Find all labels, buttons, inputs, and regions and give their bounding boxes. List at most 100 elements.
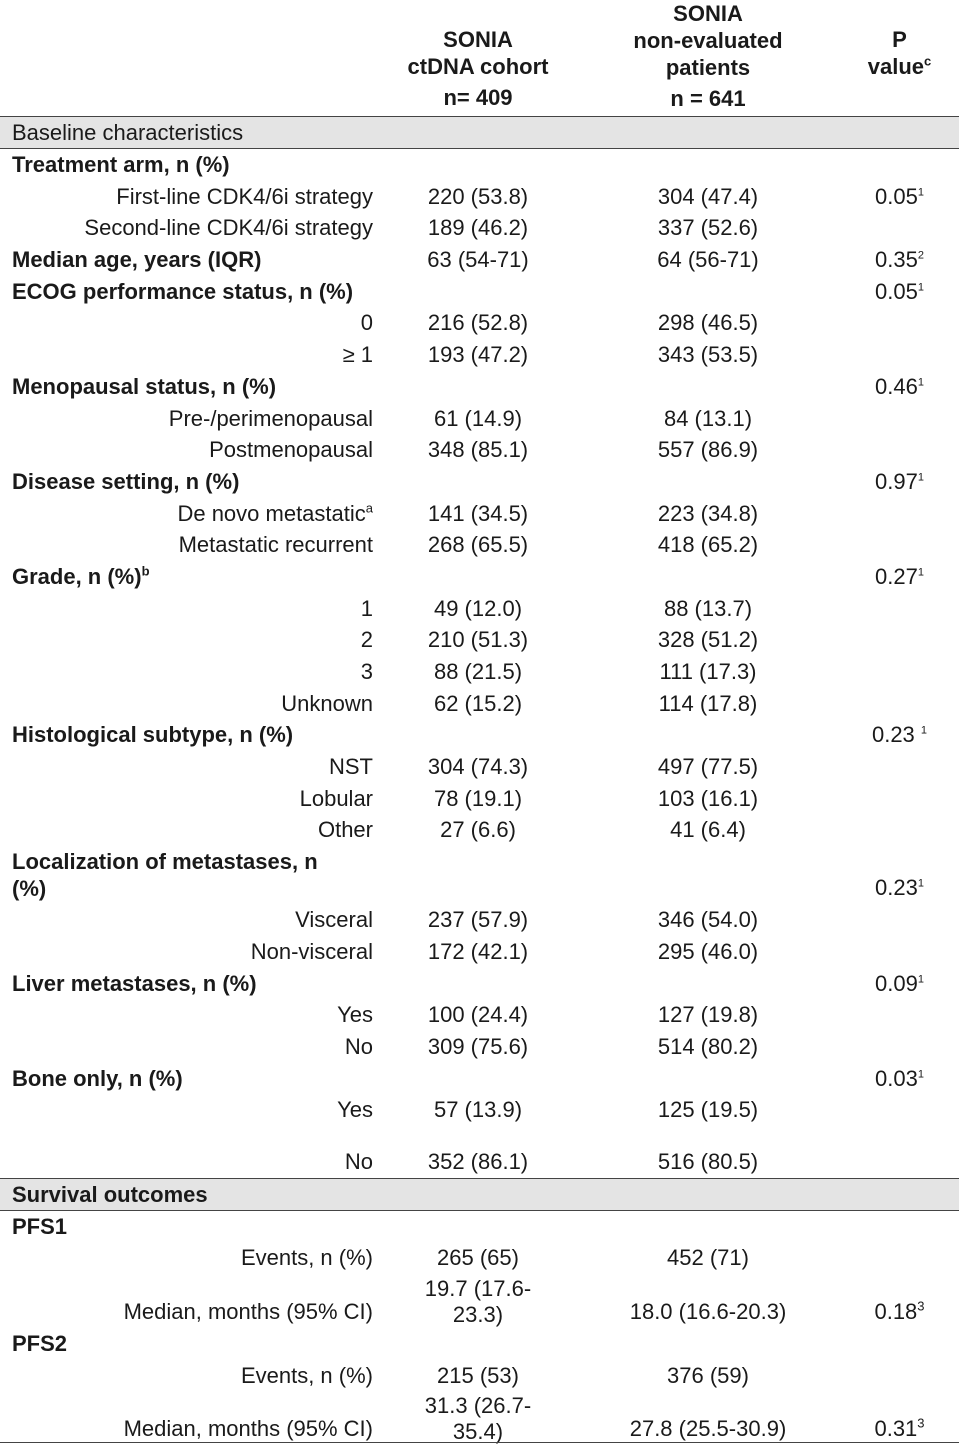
table-row: Non-visceral 172 (42.1) 295 (46.0) bbox=[0, 936, 959, 968]
table-row: Median, months (95% CI) 31.3 (26.7- 35.4… bbox=[0, 1391, 959, 1445]
table-row: Yes 100 (24.4) 127 (19.8) bbox=[0, 999, 959, 1031]
row-category: Bone only, n (%) bbox=[12, 1065, 183, 1091]
header-non-evaluated: SONIA non-evaluated patients n = 641 bbox=[633, 1, 783, 111]
ctdna-value: 189 (46.2) bbox=[427, 215, 529, 241]
non-evaluated-value: 18.0 (16.6-20.3) bbox=[629, 1299, 787, 1324]
non-evaluated-value: 111 (17.3) bbox=[659, 659, 757, 684]
row-label: No bbox=[344, 1148, 373, 1174]
p-value: 0.183 bbox=[874, 1298, 925, 1324]
ctdna-value: 220 (53.8) bbox=[427, 183, 529, 209]
ctdna-value: 304 (74.3) bbox=[427, 754, 529, 780]
row-label: Second-line CDK4/6i strategy bbox=[84, 215, 373, 241]
row-label: Metastatic recurrent bbox=[178, 532, 373, 558]
non-evaluated-value: 346 (54.0) bbox=[657, 907, 759, 933]
row-label: Other bbox=[317, 817, 373, 843]
table-row: ECOG performance status, n (%) 0.051 bbox=[0, 276, 959, 308]
non-evaluated-value: 452 (71) bbox=[667, 1245, 749, 1271]
p-value: 0.091 bbox=[875, 970, 924, 996]
non-evaluated-value: 304 (47.4) bbox=[657, 183, 759, 209]
baseline-rows: Treatment arm, n (%) First-line CDK4/6i s… bbox=[0, 149, 959, 846]
p-value: 0.352 bbox=[875, 247, 924, 273]
row-label: 1 bbox=[360, 595, 373, 621]
p-value: 0.971 bbox=[875, 468, 924, 494]
ctdna-value: 61 (14.9) bbox=[433, 405, 523, 431]
non-evaluated-value: 418 (65.2) bbox=[657, 532, 759, 558]
ctdna-value: 141 (34.5) bbox=[427, 500, 529, 526]
non-evaluated-value: 41 (6.4) bbox=[670, 817, 746, 843]
row-gap bbox=[0, 1126, 959, 1146]
table-row: Localization of metastases, n (%) 0.231 bbox=[0, 846, 959, 904]
ctdna-value: 216 (52.8) bbox=[427, 310, 529, 336]
row-category: PFS1 bbox=[12, 1213, 68, 1239]
row-category: Treatment arm, n (%) bbox=[12, 152, 230, 177]
p-value: 0.051 bbox=[875, 278, 924, 304]
table-row: Visceral 237 (57.9) 346 (54.0) bbox=[0, 904, 959, 936]
row-label: Visceral bbox=[295, 907, 373, 933]
row-category: Liver metastases, n (%) bbox=[12, 970, 257, 996]
row-label: Pre-/perimenopausal bbox=[168, 405, 373, 431]
table-row: NST 304 (74.3) 497 (77.5) bbox=[0, 751, 959, 783]
table-row: First-line CDK4/6i strategy 220 (53.8) 304… bbox=[0, 181, 959, 213]
table-row: Bone only, n (%) 0.031 bbox=[0, 1063, 959, 1095]
ctdna-value: 78 (19.1) bbox=[433, 785, 523, 811]
row-category: Localization of metastases, n (%) bbox=[12, 849, 318, 902]
p-value: 0.231 bbox=[875, 875, 924, 901]
row-label: Events, n (%) bbox=[240, 1362, 373, 1388]
ctdna-value: 215 (53) bbox=[437, 1362, 519, 1388]
table-row: Events, n (%) 265 (65) 452 (71) bbox=[0, 1242, 959, 1274]
table-row: 1 49 (12.0) 88 (13.7) bbox=[0, 593, 959, 625]
non-evaluated-value: 84 (13.1) bbox=[663, 405, 753, 431]
row-category: Disease setting, n (%) bbox=[12, 468, 240, 494]
ctdna-value: 57 (13.9) bbox=[433, 1097, 523, 1123]
ctdna-value: 27 (6.6) bbox=[440, 817, 516, 843]
row-category: ECOG performance status, n (%) bbox=[12, 278, 354, 304]
non-evaluated-value: 557 (86.9) bbox=[657, 437, 759, 463]
ctdna-value: 210 (51.3) bbox=[427, 627, 529, 653]
row-label: 3 bbox=[360, 659, 373, 684]
non-evaluated-value: 64 (56-71) bbox=[657, 247, 759, 273]
non-evaluated-value: 114 (17.8) bbox=[658, 690, 758, 716]
table-row: PFS1 bbox=[0, 1211, 959, 1243]
row-label: Yes bbox=[337, 1097, 373, 1123]
ctdna-value: 348 (85.1) bbox=[427, 437, 529, 463]
non-evaluated-value: 125 (19.5) bbox=[657, 1097, 759, 1123]
ctdna-value: 265 (65) bbox=[437, 1245, 519, 1271]
table-row: 0 216 (52.8) 298 (46.5) bbox=[0, 307, 959, 339]
non-evaluated-value: 103 (16.1) bbox=[657, 785, 759, 811]
bottom-rule bbox=[0, 1442, 959, 1443]
ctdna-value: 352 (86.1) bbox=[427, 1148, 529, 1174]
p-value: 0.461 bbox=[875, 373, 924, 399]
row-label: ≥ 1 bbox=[342, 342, 373, 368]
table-row: Median, months (95% CI) 19.7 (17.6- 23.3… bbox=[0, 1274, 959, 1328]
p-value: 0.051 bbox=[875, 183, 924, 209]
table-row: Postmenopausal 348 (85.1) 557 (86.9) bbox=[0, 434, 959, 466]
row-label: Non-visceral bbox=[250, 938, 373, 964]
table-row: Lobular 78 (19.1) 103 (16.1) bbox=[0, 783, 959, 815]
ctdna-value: 88 (21.5) bbox=[433, 659, 523, 684]
row-label: Postmenopausal bbox=[209, 437, 373, 463]
row-label: NST bbox=[329, 754, 373, 780]
table-row: ≥ 1 193 (47.2) 343 (53.5) bbox=[0, 339, 959, 371]
ctdna-value: 49 (12.0) bbox=[433, 595, 523, 621]
header-ctdna-cohort: SONIA ctDNA cohort n= 409 bbox=[407, 27, 549, 110]
table-row: 3 88 (21.5) 111 (17.3) bbox=[0, 656, 959, 688]
table-row: Other 27 (6.6) 41 (6.4) bbox=[0, 814, 959, 846]
row-label: Median, months (95% CI) bbox=[123, 1299, 373, 1324]
non-evaluated-value: 127 (19.8) bbox=[657, 1002, 759, 1028]
p-value: 0.031 bbox=[875, 1065, 924, 1091]
header-p-value: P valuec bbox=[867, 27, 932, 79]
non-evaluated-value: 223 (34.8) bbox=[657, 500, 759, 526]
section-survival: Survival outcomes bbox=[0, 1177, 959, 1211]
row-label: First-line CDK4/6i strategy bbox=[116, 183, 373, 209]
non-evaluated-value: 376 (59) bbox=[667, 1362, 749, 1388]
ctdna-value: 100 (24.4) bbox=[427, 1002, 529, 1028]
row-label: Lobular bbox=[299, 785, 373, 811]
table-row: No 309 (75.6) 514 (80.2) bbox=[0, 1031, 959, 1063]
row-label: No bbox=[344, 1033, 373, 1059]
row-label: Median, months (95% CI) bbox=[123, 1416, 373, 1442]
non-evaluated-value: 514 (80.2) bbox=[657, 1033, 759, 1059]
non-evaluated-value: 343 (53.5) bbox=[657, 342, 759, 368]
row-label: Yes bbox=[337, 1002, 373, 1028]
row-label: De novo metastatica bbox=[177, 500, 373, 526]
table-row: Second-line CDK4/6i strategy 189 (46.2) 33… bbox=[0, 212, 959, 244]
